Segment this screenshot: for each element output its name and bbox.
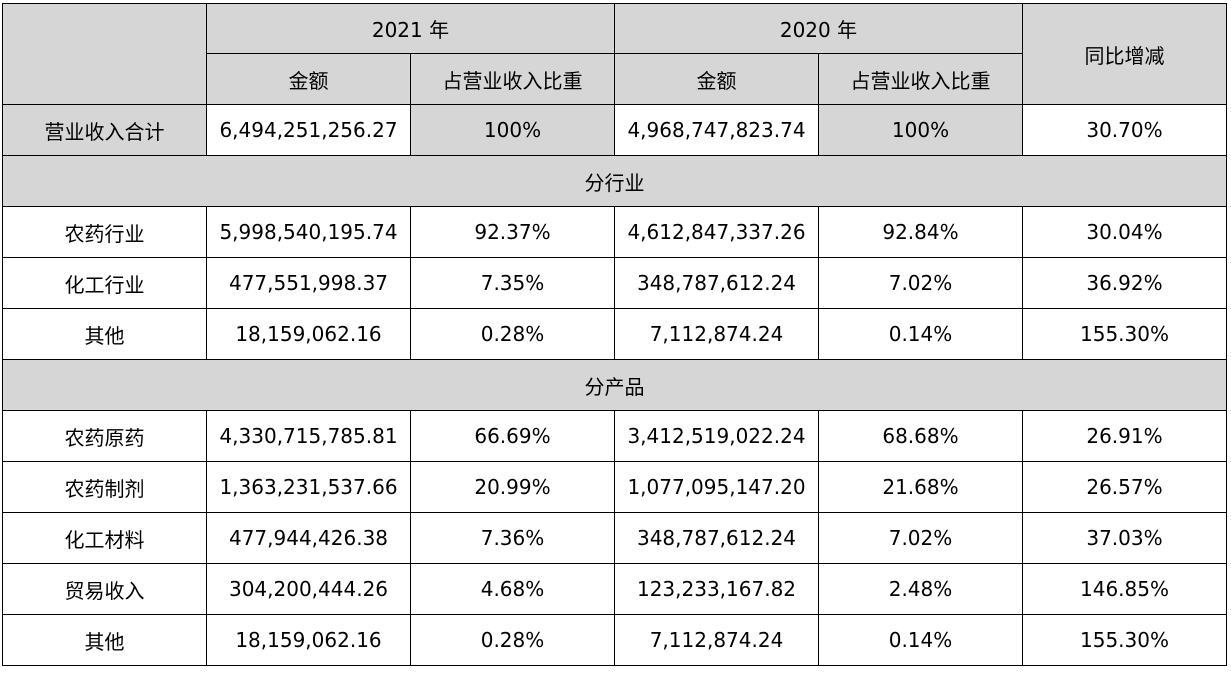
ratio-2020-cell: 2.48% bbox=[818, 563, 1023, 615]
amount-2020-cell: 7,112,874.24 bbox=[614, 308, 819, 360]
yoy-cell: 30.70% bbox=[1022, 104, 1227, 156]
section-row: 分产品 bbox=[2, 359, 1227, 411]
row-label: 化工材料 bbox=[2, 512, 207, 564]
ratio-2021-cell: 66.69% bbox=[410, 410, 615, 462]
amount-2021-cell: 477,944,426.38 bbox=[206, 512, 411, 564]
ratio-2020-cell: 7.02% bbox=[818, 512, 1023, 564]
row-label: 化工行业 bbox=[2, 257, 207, 309]
amount-2020-cell: 123,233,167.82 bbox=[614, 563, 819, 615]
amount-2021-cell: 304,200,444.26 bbox=[206, 563, 411, 615]
row-label: 农药行业 bbox=[2, 206, 207, 258]
ratio-2021-cell: 7.36% bbox=[410, 512, 615, 564]
ratio-2021-cell: 20.99% bbox=[410, 461, 615, 513]
ratio-2020-cell: 68.68% bbox=[818, 410, 1023, 462]
amount-2020-cell: 4,968,747,823.74 bbox=[614, 104, 819, 156]
amount-2021-cell: 5,998,540,195.74 bbox=[206, 206, 411, 258]
ratio-2020-cell: 21.68% bbox=[818, 461, 1023, 513]
row-label: 农药制剂 bbox=[2, 461, 207, 513]
yoy-cell: 146.85% bbox=[1022, 563, 1227, 615]
yoy-cell: 37.03% bbox=[1022, 512, 1227, 564]
ratio-2020-cell: 7.02% bbox=[818, 257, 1023, 309]
table-row: 农药行业 5,998,540,195.74 92.37% 4,612,847,3… bbox=[2, 206, 1227, 258]
ratio-2021-header: 占营业收入比重 bbox=[410, 53, 615, 105]
ratio-2020-cell: 0.14% bbox=[818, 308, 1023, 360]
ratio-2021-cell: 0.28% bbox=[410, 308, 615, 360]
amount-2021-cell: 4,330,715,785.81 bbox=[206, 410, 411, 462]
amount-2020-cell: 3,412,519,022.24 bbox=[614, 410, 819, 462]
table-row: 其他 18,159,062.16 0.28% 7,112,874.24 0.14… bbox=[2, 308, 1227, 360]
ratio-2021-cell: 92.37% bbox=[410, 206, 615, 258]
table-row: 化工材料 477,944,426.38 7.36% 348,787,612.24… bbox=[2, 512, 1227, 564]
yoy-cell: 26.57% bbox=[1022, 461, 1227, 513]
corner-header-cell bbox=[2, 3, 207, 105]
row-label: 其他 bbox=[2, 308, 207, 360]
amount-2021-cell: 18,159,062.16 bbox=[206, 308, 411, 360]
amount-2020-cell: 348,787,612.24 bbox=[614, 512, 819, 564]
amount-2021-header: 金额 bbox=[206, 53, 411, 105]
total-row: 营业收入合计 6,494,251,256.27 100% 4,968,747,8… bbox=[2, 104, 1227, 156]
ratio-2020-cell: 92.84% bbox=[818, 206, 1023, 258]
year-2020-header: 2020 年 bbox=[614, 3, 1023, 54]
amount-2021-cell: 1,363,231,537.66 bbox=[206, 461, 411, 513]
ratio-2020-cell: 100% bbox=[818, 104, 1023, 156]
yoy-cell: 155.30% bbox=[1022, 614, 1227, 666]
yoy-cell: 26.91% bbox=[1022, 410, 1227, 462]
ratio-2020-header: 占营业收入比重 bbox=[818, 53, 1023, 105]
ratio-2020-cell: 0.14% bbox=[818, 614, 1023, 666]
row-label: 营业收入合计 bbox=[2, 104, 207, 156]
table-row: 农药制剂 1,363,231,537.66 20.99% 1,077,095,1… bbox=[2, 461, 1227, 513]
section-title-industry: 分行业 bbox=[2, 155, 1227, 207]
amount-2020-cell: 1,077,095,147.20 bbox=[614, 461, 819, 513]
row-label: 贸易收入 bbox=[2, 563, 207, 615]
table-row: 其他 18,159,062.16 0.28% 7,112,874.24 0.14… bbox=[2, 614, 1227, 666]
yoy-cell: 30.04% bbox=[1022, 206, 1227, 258]
yoy-cell: 155.30% bbox=[1022, 308, 1227, 360]
row-label: 农药原药 bbox=[2, 410, 207, 462]
yoy-header: 同比增减 bbox=[1022, 3, 1227, 105]
ratio-2021-cell: 100% bbox=[410, 104, 615, 156]
amount-2021-cell: 18,159,062.16 bbox=[206, 614, 411, 666]
table-row: 化工行业 477,551,998.37 7.35% 348,787,612.24… bbox=[2, 257, 1227, 309]
table-row: 贸易收入 304,200,444.26 4.68% 123,233,167.82… bbox=[2, 563, 1227, 615]
ratio-2021-cell: 4.68% bbox=[410, 563, 615, 615]
amount-2020-header: 金额 bbox=[614, 53, 819, 105]
amount-2020-cell: 348,787,612.24 bbox=[614, 257, 819, 309]
table-row: 农药原药 4,330,715,785.81 66.69% 3,412,519,0… bbox=[2, 410, 1227, 462]
amount-2020-cell: 7,112,874.24 bbox=[614, 614, 819, 666]
section-row: 分行业 bbox=[2, 155, 1227, 207]
year-2021-header: 2021 年 bbox=[206, 3, 615, 54]
revenue-table: 2021 年 2020 年 同比增减 金额 占营业收入比重 金额 占营业收入比重… bbox=[2, 3, 1227, 666]
yoy-cell: 36.92% bbox=[1022, 257, 1227, 309]
ratio-2021-cell: 0.28% bbox=[410, 614, 615, 666]
section-title-product: 分产品 bbox=[2, 359, 1227, 411]
ratio-2021-cell: 7.35% bbox=[410, 257, 615, 309]
row-label: 其他 bbox=[2, 614, 207, 666]
amount-2021-cell: 477,551,998.37 bbox=[206, 257, 411, 309]
amount-2021-cell: 6,494,251,256.27 bbox=[206, 104, 411, 156]
amount-2020-cell: 4,612,847,337.26 bbox=[614, 206, 819, 258]
